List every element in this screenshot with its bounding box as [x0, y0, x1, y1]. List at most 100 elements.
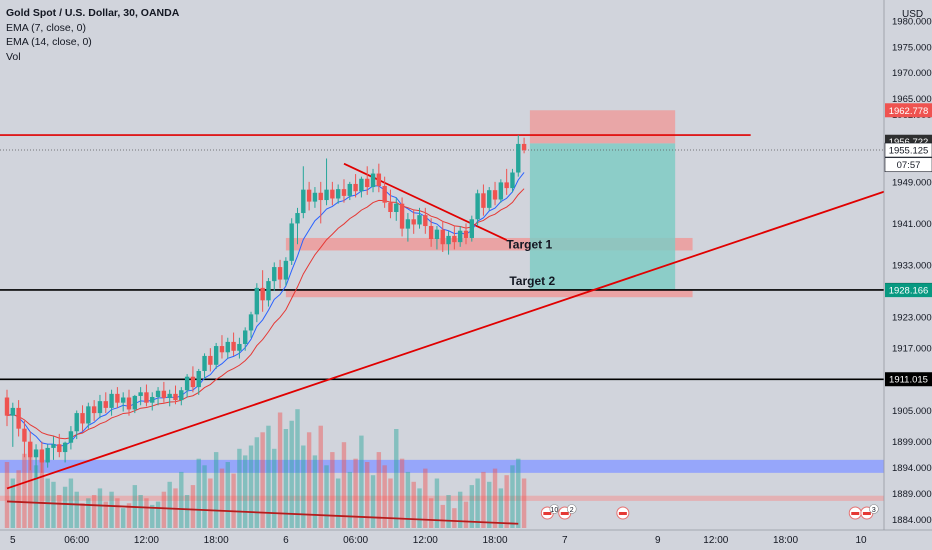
candle-body[interactable]: [272, 267, 277, 282]
candle-body[interactable]: [324, 189, 329, 201]
candle-body[interactable]: [16, 407, 21, 429]
candle-body[interactable]: [219, 346, 225, 353]
candle-body[interactable]: [97, 401, 103, 414]
candle-body[interactable]: [150, 396, 155, 403]
candle-body[interactable]: [394, 203, 399, 212]
candle-body[interactable]: [417, 215, 422, 225]
candle-body[interactable]: [231, 341, 236, 351]
candle-body[interactable]: [289, 223, 294, 261]
candle-body[interactable]: [184, 376, 190, 391]
candle-body[interactable]: [196, 371, 201, 388]
price-scale[interactable]: [884, 0, 932, 550]
candle-body[interactable]: [167, 393, 172, 399]
candle-body[interactable]: [22, 428, 27, 442]
candle-body[interactable]: [405, 219, 411, 229]
candle-body[interactable]: [469, 219, 474, 238]
volume-label[interactable]: Vol: [6, 50, 21, 63]
candle-body[interactable]: [243, 330, 248, 344]
candle-body[interactable]: [347, 183, 352, 196]
candle-body[interactable]: [423, 215, 428, 227]
candle-body[interactable]: [91, 406, 97, 414]
candle-body[interactable]: [254, 287, 260, 315]
candle-body[interactable]: [452, 235, 457, 243]
candle-body[interactable]: [126, 397, 132, 410]
candle-body[interactable]: [318, 192, 323, 201]
candle-body[interactable]: [237, 343, 242, 351]
candle-body[interactable]: [260, 287, 265, 301]
candle-body[interactable]: [516, 143, 521, 173]
candle-body[interactable]: [301, 189, 306, 214]
candle-body[interactable]: [138, 392, 143, 396]
candle-body[interactable]: [161, 390, 167, 399]
candle-body[interactable]: [365, 178, 370, 188]
candle-body[interactable]: [341, 189, 347, 196]
candle-body[interactable]: [370, 173, 376, 188]
bottom-red-band[interactable]: [0, 495, 884, 501]
price-marker[interactable]: [884, 157, 932, 173]
candle-body[interactable]: [428, 226, 434, 240]
candle-body[interactable]: [57, 444, 62, 453]
candle-body[interactable]: [521, 143, 527, 151]
candle-body[interactable]: [190, 376, 196, 388]
target-zone-2[interactable]: [285, 289, 693, 298]
candle-body[interactable]: [33, 449, 39, 458]
candle-body[interactable]: [80, 413, 85, 424]
candle-body[interactable]: [10, 407, 16, 416]
stop-loss-zone[interactable]: [529, 110, 676, 144]
candle-body[interactable]: [86, 406, 91, 424]
candle-body[interactable]: [39, 449, 45, 463]
trend-line[interactable]: [6, 188, 891, 490]
candle-body[interactable]: [121, 397, 126, 403]
candle-body[interactable]: [144, 392, 149, 403]
candle-body[interactable]: [208, 355, 213, 365]
candle-body[interactable]: [510, 172, 515, 189]
candle-body[interactable]: [103, 401, 108, 408]
ema-14-label[interactable]: EMA (14, close, 0): [6, 36, 92, 48]
candle-body[interactable]: [179, 390, 184, 401]
candle-body[interactable]: [359, 178, 364, 192]
candle-body[interactable]: [457, 230, 463, 243]
candle-body[interactable]: [28, 441, 33, 458]
trend-line[interactable]: [6, 500, 519, 525]
candle-body[interactable]: [492, 190, 498, 200]
candle-body[interactable]: [388, 202, 393, 212]
price-marker[interactable]: [885, 103, 932, 118]
candle-body[interactable]: [440, 229, 445, 245]
volume-zone-band[interactable]: [0, 459, 884, 473]
candle-body[interactable]: [446, 235, 451, 245]
candle-body[interactable]: [295, 213, 300, 224]
candle-body[interactable]: [487, 190, 492, 208]
candle-body[interactable]: [213, 346, 219, 365]
candle-body[interactable]: [330, 189, 335, 199]
candle-body[interactable]: [248, 314, 254, 331]
price-marker[interactable]: [884, 142, 932, 158]
candle-body[interactable]: [109, 393, 114, 408]
candle-body[interactable]: [475, 193, 480, 220]
candle-body[interactable]: [202, 355, 207, 371]
candle-body[interactable]: [225, 341, 230, 353]
candle-body[interactable]: [411, 219, 416, 225]
candle-body[interactable]: [74, 413, 79, 432]
candle-body[interactable]: [399, 203, 405, 229]
candle-body[interactable]: [498, 182, 504, 200]
price-marker[interactable]: [885, 372, 932, 387]
candle-body[interactable]: [283, 260, 289, 280]
candle-body[interactable]: [51, 444, 56, 448]
candle-body[interactable]: [463, 230, 469, 238]
candle-body[interactable]: [277, 267, 283, 280]
candle-body[interactable]: [155, 390, 161, 397]
candle-body[interactable]: [132, 395, 138, 410]
candle-body[interactable]: [306, 189, 312, 202]
take-profit-zone[interactable]: [529, 143, 676, 290]
candle-body[interactable]: [62, 442, 68, 453]
candle-body[interactable]: [266, 281, 271, 301]
candle-body[interactable]: [45, 447, 50, 463]
ema-7-label[interactable]: EMA (7, close, 0): [6, 21, 86, 34]
candle-body[interactable]: [4, 397, 10, 416]
candle-body[interactable]: [115, 393, 120, 403]
price-marker[interactable]: [885, 283, 932, 298]
candle-body[interactable]: [376, 173, 382, 187]
candle-body[interactable]: [504, 182, 509, 189]
